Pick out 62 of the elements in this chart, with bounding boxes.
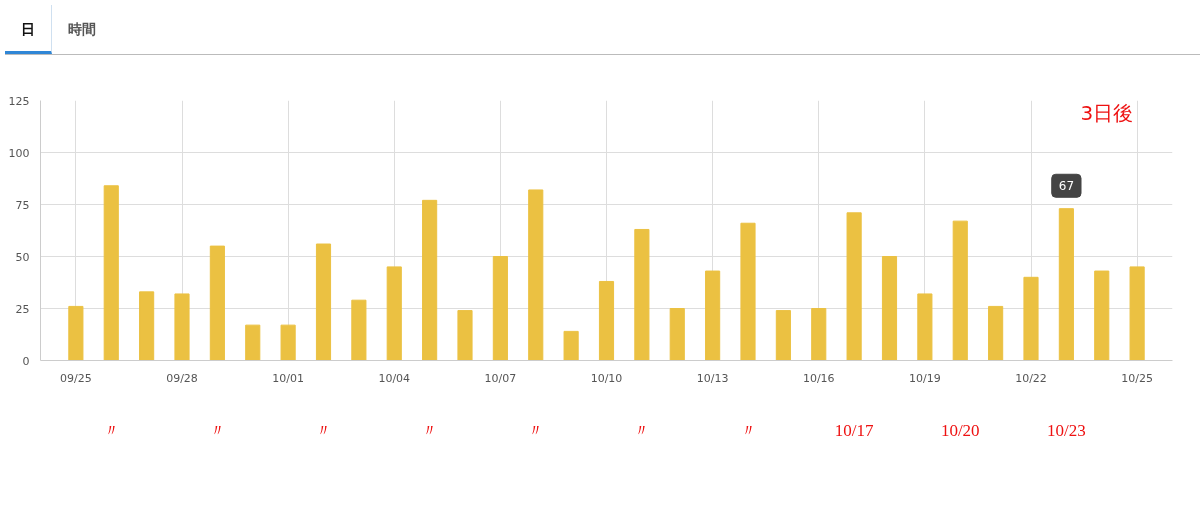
annotation: 67 (1058, 179, 1075, 194)
bar (457, 310, 473, 361)
bar (598, 280, 615, 361)
x-tick-label: 10/22 (1015, 371, 1047, 385)
bar (280, 324, 296, 361)
annotation: 3日後 (1080, 101, 1134, 126)
text: 〃 (633, 421, 651, 440)
x-tick-label: 09/25 (60, 371, 92, 385)
x-tick-label: 10/16 (802, 371, 835, 385)
text: 10/20 (940, 421, 980, 440)
bar (174, 293, 190, 361)
text: 〃 (739, 421, 757, 440)
text: 10/17 (834, 421, 874, 440)
bar (68, 305, 84, 361)
text: 10/23 (1047, 421, 1086, 440)
bar (386, 266, 402, 361)
bar (422, 199, 438, 361)
bar (1058, 208, 1074, 361)
text: 〃 (527, 421, 545, 440)
bar (705, 270, 721, 361)
bar (881, 256, 898, 361)
x-tick-label: 10/01 (272, 371, 304, 385)
bar (492, 256, 508, 361)
text: 〃 (421, 421, 439, 440)
x-tick-label: 10/25 (1121, 371, 1153, 385)
bar (917, 293, 933, 361)
bar (846, 212, 862, 361)
bar (351, 299, 367, 361)
bar (811, 308, 827, 361)
bar (1023, 276, 1039, 361)
y-tick-label: 0 (22, 354, 30, 368)
text: 日 (5, 5, 52, 54)
bar (563, 330, 579, 361)
x-tick-label: 10/10 (590, 371, 623, 385)
y-tick-label: 25 (15, 302, 30, 316)
bar (315, 243, 332, 361)
y-tick-label: 75 (15, 198, 30, 212)
text: 〃 (102, 421, 120, 440)
bar (209, 245, 225, 361)
x-tick-label: 10/19 (909, 371, 941, 385)
bar (1129, 266, 1145, 361)
x-tick-label: 10/13 (696, 371, 729, 385)
bar (740, 222, 756, 361)
x-tick-label: 10/07 (484, 371, 517, 385)
bar (988, 305, 1004, 361)
y-tick-label: 100 (8, 146, 30, 160)
x-tick-label: 10/04 (378, 371, 411, 385)
bar (528, 189, 544, 361)
bar (139, 291, 155, 361)
x-tick-label: 09/28 (166, 371, 198, 385)
bar (952, 220, 968, 361)
bar (103, 185, 119, 361)
bar (1094, 270, 1110, 361)
bar (634, 228, 650, 361)
text: 時間 (67, 20, 97, 39)
y-tick-label: 125 (8, 94, 30, 108)
text: 〃 (315, 421, 332, 440)
y-tick-label: 50 (15, 250, 30, 264)
bar (775, 310, 791, 361)
bar (669, 308, 685, 361)
text: 〃 (208, 421, 226, 440)
bar (245, 324, 261, 361)
